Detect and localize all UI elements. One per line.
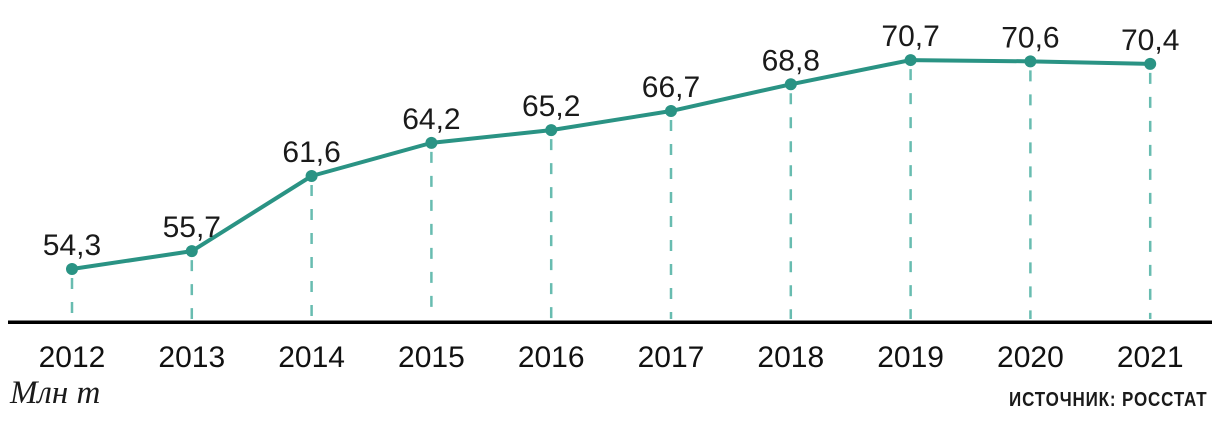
data-point-label: 54,3 — [43, 229, 101, 262]
data-point-marker — [545, 124, 558, 137]
data-point-label: 70,7 — [881, 20, 939, 53]
x-axis-tick-label: 2014 — [278, 341, 345, 374]
data-point-marker — [904, 54, 917, 67]
x-axis-tick-label: 2012 — [39, 341, 106, 374]
source-attribution: ИСТОЧНИК: РОССТАТ — [1009, 389, 1208, 411]
data-point-marker — [784, 78, 797, 91]
x-axis-tick-label: 2021 — [1117, 341, 1184, 374]
data-point-marker — [425, 136, 438, 149]
x-axis-tick-label: 2016 — [518, 341, 585, 374]
data-point-label: 68,8 — [762, 44, 820, 77]
x-axis-tick-label: 2017 — [638, 341, 705, 374]
data-point-label: 70,4 — [1121, 24, 1179, 57]
x-axis-tick-label: 2015 — [398, 341, 465, 374]
x-axis-tick-label: 2019 — [877, 341, 944, 374]
x-axis-tick-label: 2018 — [757, 341, 824, 374]
data-point-marker — [1144, 57, 1157, 70]
series-line — [70, 58, 1153, 271]
data-point-marker — [665, 105, 677, 118]
data-point-marker — [305, 169, 318, 182]
data-point-label: 61,6 — [282, 136, 340, 169]
x-axis-line — [8, 320, 1212, 324]
data-point-marker — [185, 245, 198, 258]
data-point-label: 70,6 — [1001, 21, 1059, 54]
data-point-label: 64,2 — [402, 103, 460, 136]
data-point-marker — [66, 263, 78, 275]
x-axis-tick-label: 2013 — [158, 341, 225, 374]
data-point-label: 65,2 — [522, 90, 580, 123]
y-axis-unit-label: Млн т — [10, 375, 101, 411]
data-point-label: 55,7 — [163, 211, 221, 244]
data-point-label: 66,7 — [642, 71, 700, 104]
data-point-marker — [1024, 55, 1037, 68]
x-axis-tick-label: 2020 — [997, 341, 1064, 374]
